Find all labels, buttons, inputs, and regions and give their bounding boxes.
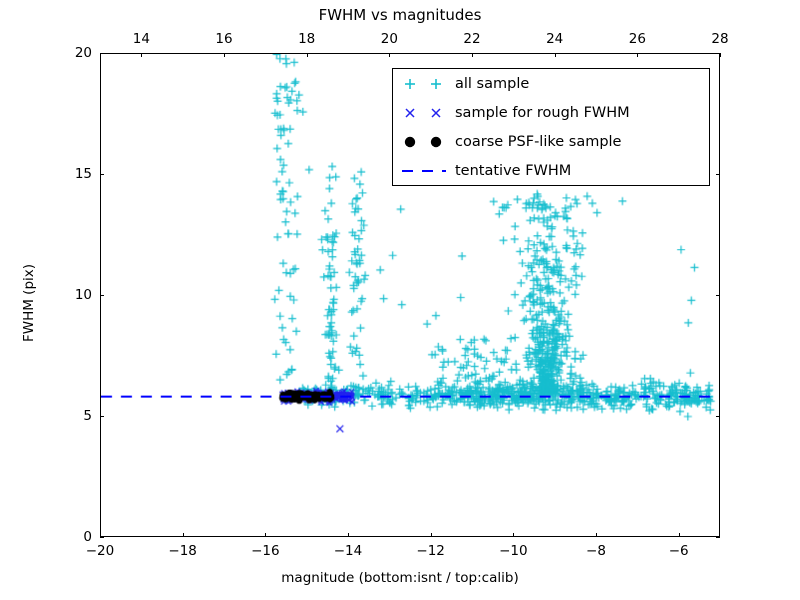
x-tick-label-bottom: −6 bbox=[668, 543, 689, 559]
x-tick-top bbox=[637, 53, 639, 57]
x-tick-label-bottom: −10 bbox=[499, 543, 528, 559]
y-tick-label: 10 bbox=[74, 287, 92, 303]
x-tick-bottom bbox=[265, 533, 267, 537]
y-tick-left bbox=[100, 416, 104, 417]
x-tick-top bbox=[141, 53, 143, 57]
x-tick-top bbox=[389, 53, 391, 57]
x-tick-bottom bbox=[596, 533, 597, 537]
x-tick-bottom bbox=[100, 533, 101, 537]
y-tick-right bbox=[716, 537, 720, 538]
legend-item-coarse-psf: coarse PSF-like sample bbox=[393, 128, 709, 156]
plus-marker bbox=[393, 70, 455, 98]
y-tick-label: 15 bbox=[74, 166, 92, 182]
y-tick-left bbox=[100, 174, 104, 175]
legend-label: coarse PSF-like sample bbox=[455, 134, 622, 150]
y-tick-left bbox=[100, 537, 104, 538]
x-axis-label: magnitude (bottom:isnt / top:calib) bbox=[281, 570, 519, 586]
x-tick-label-top: 26 bbox=[628, 31, 646, 47]
x-tick-top bbox=[472, 53, 473, 57]
figure-title: FWHM vs magnitudes bbox=[318, 6, 482, 24]
legend-label: sample for rough FWHM bbox=[455, 105, 630, 121]
legend-box: all sample sample for rough FWHM bbox=[392, 68, 710, 186]
x-tick-label-top: 22 bbox=[463, 31, 481, 47]
y-tick-label: 20 bbox=[74, 45, 92, 61]
legend-item-all-sample: all sample bbox=[393, 70, 709, 98]
x-tick-label-bottom: −8 bbox=[586, 543, 606, 559]
y-tick-right bbox=[716, 53, 720, 54]
x-tick-bottom bbox=[182, 533, 184, 537]
dot-marker bbox=[393, 128, 455, 156]
x-tick-label-top: 24 bbox=[546, 31, 564, 47]
y-tick-label: 5 bbox=[83, 408, 92, 424]
x-tick-top bbox=[306, 53, 308, 57]
legend-label: tentative FWHM bbox=[455, 163, 572, 179]
x-tick-label-top: 18 bbox=[298, 31, 316, 47]
x-tick-bottom bbox=[513, 533, 515, 537]
y-tick-right bbox=[716, 295, 720, 296]
legend-label: all sample bbox=[455, 76, 530, 92]
x-tick-label-top: 16 bbox=[215, 31, 233, 47]
x-tick-label-bottom: −18 bbox=[168, 543, 197, 559]
x-tick-label-top: 28 bbox=[711, 31, 729, 47]
x-tick-top bbox=[554, 53, 556, 57]
y-axis-label: FWHM (pix) bbox=[21, 263, 37, 343]
y-tick-label: 0 bbox=[83, 529, 92, 545]
legend-item-tentative-fwhm: tentative FWHM bbox=[393, 157, 709, 185]
x-tick-label-top: 20 bbox=[380, 31, 398, 47]
y-tick-right bbox=[716, 174, 720, 175]
x-tick-bottom bbox=[430, 533, 432, 537]
y-tick-right bbox=[716, 416, 720, 417]
x-tick-label-bottom: −12 bbox=[416, 543, 445, 559]
legend-item-rough-fwhm: sample for rough FWHM bbox=[393, 99, 709, 127]
x-tick-label-bottom: −20 bbox=[85, 543, 115, 559]
x-tick-label-bottom: −16 bbox=[251, 543, 280, 559]
x-tick-label-bottom: −14 bbox=[333, 543, 363, 559]
cross-marker bbox=[393, 99, 455, 127]
x-tick-bottom bbox=[348, 533, 349, 537]
x-tick-top bbox=[224, 53, 225, 57]
y-tick-left bbox=[100, 295, 104, 296]
dashed-line-marker bbox=[393, 157, 455, 185]
y-tick-left bbox=[100, 53, 104, 54]
x-tick-label-top: 14 bbox=[132, 31, 150, 47]
x-tick-bottom bbox=[678, 533, 680, 537]
x-tick-top bbox=[720, 53, 721, 57]
